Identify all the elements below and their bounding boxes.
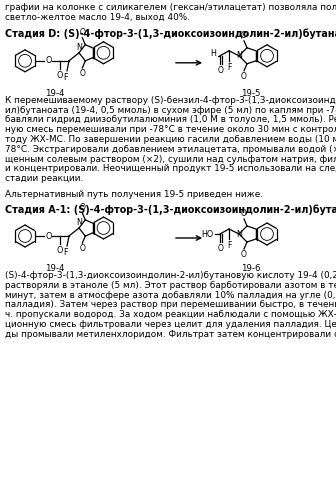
- Text: O: O: [79, 69, 85, 78]
- Text: F: F: [227, 63, 231, 72]
- Text: 19-5: 19-5: [241, 89, 261, 98]
- Text: Стадия А-1: (S)-4-фтор-3-(1,3-диоксоизоиндолин-2-ил)бутановая кислота: Стадия А-1: (S)-4-фтор-3-(1,3-диоксоизои…: [5, 204, 336, 214]
- Text: и концентрировали. Неочищенный продукт 19-5 использовали на следующей: и концентрировали. Неочищенный продукт 1…: [5, 164, 336, 173]
- Text: O: O: [241, 72, 247, 81]
- Text: O: O: [218, 244, 224, 253]
- Text: O: O: [241, 31, 247, 40]
- Text: N: N: [236, 230, 242, 238]
- Text: тоду ЖХ-МС. По завершении реакцию гасили добавлением воды (10 мл) при -: тоду ЖХ-МС. По завершении реакцию гасили…: [5, 135, 336, 144]
- Text: палладия). Затем через раствор при перемешивании быстро, в течение около 1: палладия). Затем через раствор при перем…: [5, 300, 336, 310]
- Text: бавляли гидрид диизобутилалюминия (1,0 М в толуоле, 1,5 ммоль). Реакцион-: бавляли гидрид диизобутилалюминия (1,0 М…: [5, 116, 336, 124]
- Text: ч. пропускали водород. За ходом реакции наблюдали с помощью ЖХ-МС. Реак-: ч. пропускали водород. За ходом реакции …: [5, 310, 336, 319]
- Text: К перемешиваемому раствору (S)-бензил-4-фтор-3-(1,3-диоксоизоиндолин-2-: К перемешиваемому раствору (S)-бензил-4-…: [5, 96, 336, 105]
- Text: (S)-4-фтор-3-(1,3-диоксоизоиндолин-2-ил)бутановую кислоту 19-4 (0,20 ммоль): (S)-4-фтор-3-(1,3-диоксоизоиндолин-2-ил)…: [5, 271, 336, 280]
- Text: O: O: [241, 209, 247, 218]
- Text: N: N: [236, 52, 242, 60]
- Text: F: F: [63, 73, 67, 82]
- Text: светло-желтое масло 19-4, выход 40%.: светло-желтое масло 19-4, выход 40%.: [5, 13, 190, 22]
- Text: O: O: [46, 56, 52, 66]
- Text: O: O: [57, 246, 63, 255]
- Text: 19-6: 19-6: [241, 264, 261, 273]
- Text: O: O: [241, 250, 247, 259]
- Text: 78°С. Экстрагировали добавлением этилацетата, промывали водой (×3), насы-: 78°С. Экстрагировали добавлением этилаце…: [5, 145, 336, 154]
- Text: 19-4: 19-4: [45, 89, 65, 98]
- Text: F: F: [63, 248, 67, 257]
- Text: N: N: [76, 218, 82, 227]
- Text: растворяли в этаноле (5 мл). Этот раствор барботировали азотом в течение 10: растворяли в этаноле (5 мл). Этот раство…: [5, 281, 336, 290]
- Text: ционную смесь фильтровали через целит для удаления палладия. Целит двак-: ционную смесь фильтровали через целит дл…: [5, 320, 336, 329]
- Text: O: O: [79, 28, 85, 36]
- Text: ил)бутаноата (19-4, 0,5 ммоль) в сухом эфире (5 мл) по каплям при -78°С до-: ил)бутаноата (19-4, 0,5 ммоль) в сухом э…: [5, 106, 336, 114]
- Text: O: O: [79, 244, 85, 253]
- Text: O: O: [57, 71, 63, 80]
- Text: графии на колонке с силикагелем (гексан/этилацетат) позволяла получить: графии на колонке с силикагелем (гексан/…: [5, 3, 336, 12]
- Text: ную смесь перемешивали при -78°С в течение около 30 мин с контролем по ме-: ную смесь перемешивали при -78°С в течен…: [5, 125, 336, 134]
- Text: стадии реакции.: стадии реакции.: [5, 174, 83, 183]
- Text: Альтернативный путь получения 19-5 приведен ниже.: Альтернативный путь получения 19-5 приве…: [5, 190, 263, 199]
- Text: Стадия D: (S)-4-фтор-3-(1,3-диоксоизоиндолин-2-ил)бутаналь: Стадия D: (S)-4-фтор-3-(1,3-диоксоизоинд…: [5, 29, 336, 40]
- Text: HO: HO: [201, 230, 213, 238]
- Text: O: O: [79, 203, 85, 212]
- Text: O: O: [46, 232, 52, 240]
- Text: ды промывали метиленхлоридом. Фильтрат затем концентрировали с получе-: ды промывали метиленхлоридом. Фильтрат з…: [5, 330, 336, 339]
- Text: O: O: [218, 66, 224, 75]
- Text: щенным солевым раствором (×2), сушили над сульфатом натрия, фильтровали: щенным солевым раствором (×2), сушили на…: [5, 154, 336, 164]
- Text: F: F: [227, 241, 231, 250]
- Text: минут, затем в атмосфере азота добавляли 10% палладия на угле (0,02 ммоль: минут, затем в атмосфере азота добавляли…: [5, 290, 336, 300]
- Text: N: N: [76, 43, 82, 52]
- Text: H: H: [210, 50, 216, 58]
- Text: 19-4: 19-4: [45, 264, 65, 273]
